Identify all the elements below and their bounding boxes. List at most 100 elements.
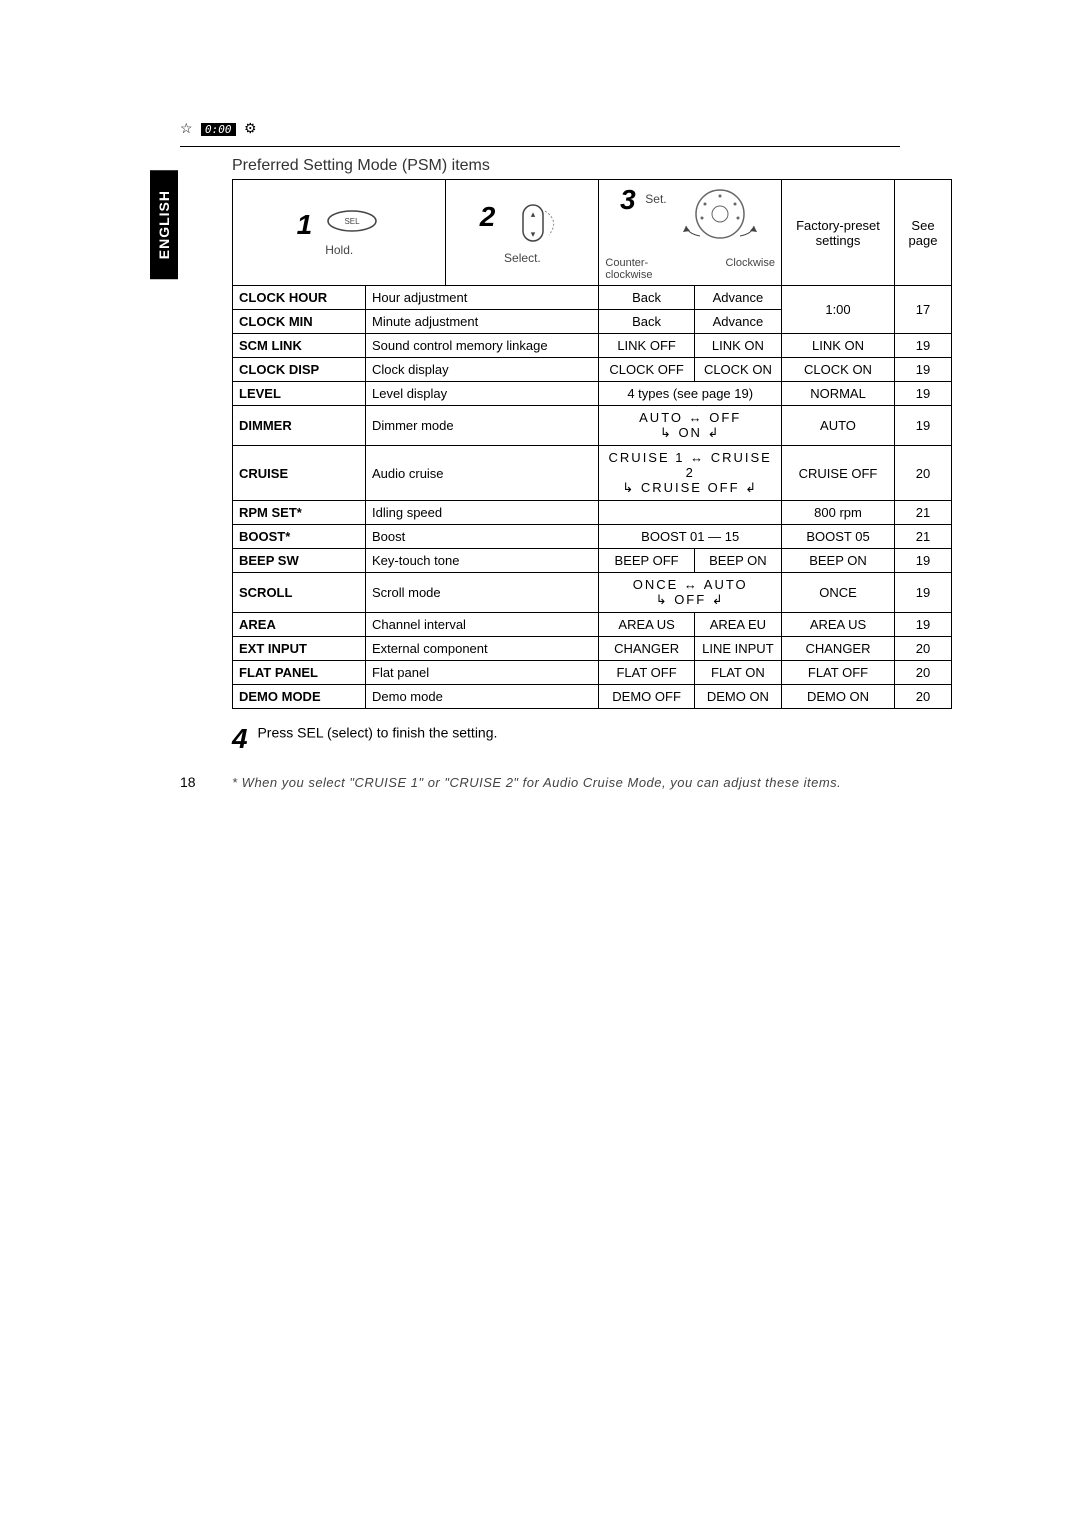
psm-page: 19 <box>895 358 952 382</box>
language-tab: ENGLISH <box>150 170 178 279</box>
psm-key: FLAT PANEL <box>233 661 366 685</box>
psm-key: AREA <box>233 613 366 637</box>
psm-key: CLOCK DISP <box>233 358 366 382</box>
psm-key: SCM LINK <box>233 334 366 358</box>
psm-factory: BEEP ON <box>782 549 895 573</box>
page-number: 18 <box>180 774 196 790</box>
psm-cw: BEEP ON <box>694 549 781 573</box>
svg-text:▴: ▴ <box>531 209 536 219</box>
psm-page: 20 <box>895 661 952 685</box>
dial-icon <box>670 184 760 254</box>
psm-ccw: CLOCK OFF <box>599 358 694 382</box>
psm-cw: Advance <box>694 310 781 334</box>
psm-factory: CLOCK ON <box>782 358 895 382</box>
step-4-text: Press SEL (select) to finish the setting… <box>257 724 497 740</box>
table-row: FLAT PANELFlat panelFLAT OFFFLAT ONFLAT … <box>233 661 952 685</box>
step-3-label: Set. <box>645 192 666 206</box>
psm-desc: Idling speed <box>366 501 599 525</box>
gear-icon: ⚙ <box>244 120 257 136</box>
psm-ccw: AREA US <box>599 613 694 637</box>
psm-desc: Dimmer mode <box>366 406 599 446</box>
psm-cycle: ONCE ↔ AUTO ↳ OFF ↲ <box>599 573 782 613</box>
psm-key: DEMO MODE <box>233 685 366 709</box>
col-see-page: See page <box>895 180 952 286</box>
psm-ccw: Back <box>599 310 694 334</box>
table-row: RPM SET*Idling speed800 rpm21 <box>233 501 952 525</box>
psm-page: 19 <box>895 613 952 637</box>
psm-cw: Advance <box>694 286 781 310</box>
psm-ccw: LINK OFF <box>599 334 694 358</box>
psm-desc: Key-touch tone <box>366 549 599 573</box>
psm-cw: CLOCK ON <box>694 358 781 382</box>
psm-desc: Flat panel <box>366 661 599 685</box>
psm-desc: Hour adjustment <box>366 286 599 310</box>
psm-span <box>599 501 782 525</box>
psm-page: 21 <box>895 525 952 549</box>
psm-factory: 1:00 <box>782 286 895 334</box>
psm-page: 20 <box>895 446 952 501</box>
col-factory: Factory-preset settings <box>782 180 895 286</box>
svg-text:SEL: SEL <box>344 217 360 226</box>
psm-factory: CHANGER <box>782 637 895 661</box>
psm-factory: BOOST 05 <box>782 525 895 549</box>
step-4: 4 Press SEL (select) to finish the setti… <box>232 723 900 755</box>
cw-label: Clockwise <box>725 257 775 281</box>
psm-factory: AREA US <box>782 613 895 637</box>
psm-desc: Scroll mode <box>366 573 599 613</box>
step-3-num: 3 <box>620 184 636 216</box>
psm-desc: Clock display <box>366 358 599 382</box>
psm-page: 20 <box>895 637 952 661</box>
psm-cw: FLAT ON <box>694 661 781 685</box>
table-row: CRUISEAudio cruiseCRUISE 1 ↔ CRUISE 2 ↳ … <box>233 446 952 501</box>
psm-cycle: CRUISE 1 ↔ CRUISE 2 ↳ CRUISE OFF ↲ <box>599 446 782 501</box>
psm-factory: NORMAL <box>782 382 895 406</box>
psm-desc: Sound control memory linkage <box>366 334 599 358</box>
psm-desc: Audio cruise <box>366 446 599 501</box>
step-4-num: 4 <box>232 723 248 755</box>
psm-key: RPM SET* <box>233 501 366 525</box>
psm-page: 20 <box>895 685 952 709</box>
psm-title: Preferred Setting Mode (PSM) items <box>232 157 900 175</box>
step-2-num: 2 <box>480 201 496 233</box>
sel-button-icon: SEL <box>322 209 382 239</box>
psm-desc: Demo mode <box>366 685 599 709</box>
psm-ccw: BEEP OFF <box>599 549 694 573</box>
psm-key: CRUISE <box>233 446 366 501</box>
step-1-num: 1 <box>297 209 313 241</box>
psm-cw: DEMO ON <box>694 685 781 709</box>
psm-key: SCROLL <box>233 573 366 613</box>
psm-desc: Minute adjustment <box>366 310 599 334</box>
step-1-label: Hold. <box>325 243 353 257</box>
psm-page: 17 <box>895 286 952 334</box>
psm-span: 4 types (see page 19) <box>599 382 782 406</box>
psm-cw: AREA EU <box>694 613 781 637</box>
psm-page: 19 <box>895 382 952 406</box>
footnote: * When you select "CRUISE 1" or "CRUISE … <box>232 775 900 790</box>
table-row: DEMO MODEDemo modeDEMO OFFDEMO ONDEMO ON… <box>233 685 952 709</box>
psm-ccw: CHANGER <box>599 637 694 661</box>
psm-desc: Boost <box>366 525 599 549</box>
psm-factory: DEMO ON <box>782 685 895 709</box>
table-row: SCM LINKSound control memory linkageLINK… <box>233 334 952 358</box>
table-row: BOOST*BoostBOOST 01 — 15BOOST 0521 <box>233 525 952 549</box>
psm-cycle: AUTO ↔ OFF ↳ ON ↲ <box>599 406 782 446</box>
psm-page: 21 <box>895 501 952 525</box>
ccw-label: Counter- clockwise <box>605 257 652 281</box>
psm-key: BOOST* <box>233 525 366 549</box>
psm-cw: LINE INPUT <box>694 637 781 661</box>
psm-key: EXT INPUT <box>233 637 366 661</box>
psm-factory: ONCE <box>782 573 895 613</box>
table-row: DIMMERDimmer modeAUTO ↔ OFF ↳ ON ↲AUTO19 <box>233 406 952 446</box>
psm-cw: LINK ON <box>694 334 781 358</box>
svg-text:▾: ▾ <box>531 229 536 239</box>
psm-factory: LINK ON <box>782 334 895 358</box>
table-header-row: 1 SEL Hold. 2 ▴ ▾ <box>233 180 952 286</box>
psm-page: 19 <box>895 334 952 358</box>
psm-span: BOOST 01 — 15 <box>599 525 782 549</box>
psm-ccw: DEMO OFF <box>599 685 694 709</box>
table-row: CLOCK DISPClock displayCLOCK OFFCLOCK ON… <box>233 358 952 382</box>
clock-readout: 0:00 <box>201 123 236 136</box>
psm-ccw: Back <box>599 286 694 310</box>
psm-page: 19 <box>895 573 952 613</box>
psm-key: CLOCK MIN <box>233 310 366 334</box>
